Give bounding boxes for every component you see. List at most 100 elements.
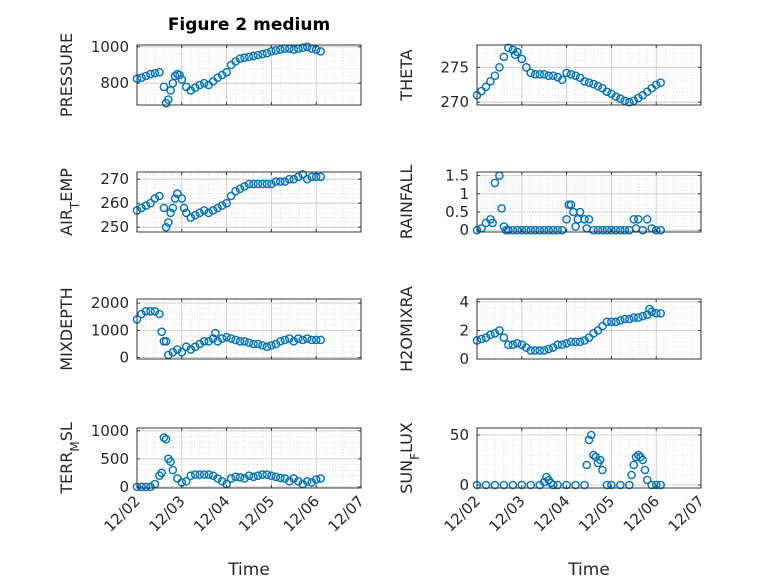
data-point [157,468,166,478]
data-point [302,334,312,343]
data-point [177,347,187,357]
data-point [562,214,571,224]
x-tick-label: 12/02 [441,492,484,535]
data-point [186,471,196,480]
subplot-theta: 270 275 THETA [397,43,702,111]
data-point [190,342,200,352]
y-tick-label: 250 [100,218,129,236]
data-point [607,317,616,327]
data-point [271,472,281,482]
data-point [595,455,605,465]
data-point [566,200,576,210]
data-point [598,321,607,331]
data-point [146,198,155,208]
data-point [285,334,294,343]
data-point [593,225,603,235]
data-point [289,336,299,346]
data-point [571,222,580,231]
data-point [190,210,200,220]
y-tick-label: 1000 [91,38,129,56]
x-tick-label: 12/03 [145,492,188,535]
data-point [589,79,598,89]
data-point [222,332,231,342]
data-point [508,480,518,490]
data-point [186,86,196,95]
data-point [526,480,536,490]
data-point [208,334,218,343]
data-point [289,45,299,54]
data-point [155,191,164,201]
data-point [249,51,258,61]
data-point [616,480,625,490]
y-tick-label: 1000 [91,422,129,440]
data-point [137,309,146,319]
data-point [530,346,540,355]
data-point [544,71,553,80]
data-point [557,225,567,235]
data-point [179,203,189,213]
data-point [222,198,231,208]
data-point [562,68,571,78]
data-point [602,317,612,327]
y-tick-label: 0 [119,478,129,496]
y-tick-label: 1 [459,185,469,203]
data-point [150,68,160,78]
data-point [513,225,522,235]
data-point [253,471,263,480]
data-point [548,225,558,235]
data-point [535,346,545,355]
data-point [262,179,272,189]
data-point [164,218,173,227]
data-point [190,470,200,479]
data-point [633,313,643,322]
data-point [647,307,657,317]
x-tick-label: 12/05 [575,492,618,535]
data-point [311,335,321,345]
x-axis-label: Time [567,560,610,580]
data-point [293,334,303,343]
data-point [168,465,178,475]
subplot-mixdepth: 0 1000 2000 MIXDEPTH [57,287,362,371]
data-point [271,177,281,186]
data-point [276,473,285,483]
data-point [161,336,171,346]
data-point [258,49,267,59]
data-point [161,434,171,444]
data-point [181,476,191,486]
data-point [571,71,580,80]
data-point [633,214,643,224]
data-point [195,339,205,349]
data-point [602,480,612,490]
x-tick-label: 12/05 [235,492,278,535]
y-axis-label: PRESSURE [57,33,76,117]
data-point [164,95,173,104]
y-axis-label: TERRMSL [57,422,82,495]
data-point [629,460,639,470]
data-point [580,76,589,86]
data-point [640,465,650,475]
data-point [633,93,643,103]
data-point [638,455,648,465]
data-point [631,452,641,462]
data-point [217,201,227,210]
data-point [146,306,155,316]
x-axis-label: Time [227,560,270,580]
data-point [307,478,317,487]
data-point [253,339,263,349]
data-point [226,191,236,201]
data-point [285,174,294,184]
data-point [656,78,665,87]
data-point [141,201,151,210]
y-axis-label: AIRTEMP [57,168,82,236]
data-point [629,313,639,322]
data-point [656,308,665,318]
data-point [642,214,652,224]
data-point [607,89,616,99]
data-point [258,341,267,350]
data-point [495,63,504,72]
data-point [562,480,571,490]
data-point [504,43,513,53]
data-point [651,480,661,490]
data-point [199,470,209,479]
data-point [249,472,258,482]
